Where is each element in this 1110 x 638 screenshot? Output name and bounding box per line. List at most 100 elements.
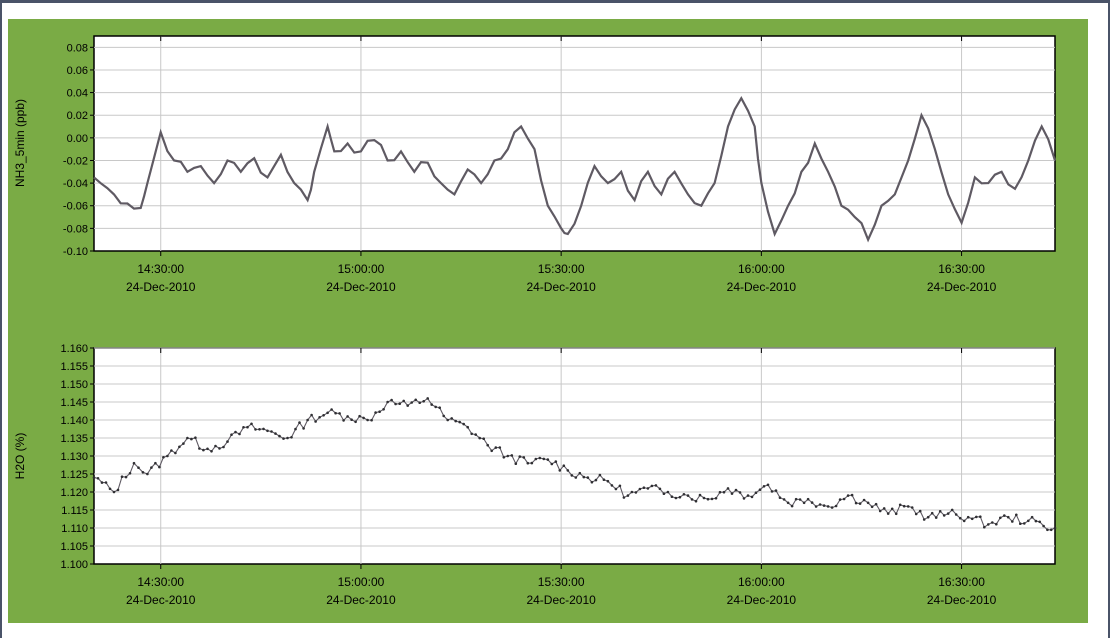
h2o-data-point: [230, 433, 233, 437]
h2o-data-point: [150, 466, 153, 469]
h2o-data-point: [830, 506, 834, 509]
h2o-data-point: [218, 447, 221, 450]
h2o-data-point: [346, 415, 349, 418]
h2o-data-point: [1049, 528, 1053, 532]
h2o-x-tick-date: 24-Dec-2010: [526, 593, 596, 607]
h2o-grid: [94, 347, 1055, 564]
h2o-data-point: [638, 487, 642, 491]
h2o-data-point: [406, 404, 410, 407]
h2o-data-point: [326, 411, 329, 415]
h2o-data-point: [570, 474, 574, 477]
h2o-data-point: [96, 477, 100, 480]
h2o-data-point: [746, 494, 750, 497]
h2o-data-point: [206, 447, 209, 451]
h2o-data-point: [714, 497, 718, 500]
h2o-data-point: [718, 490, 722, 494]
h2o-data-point: [398, 402, 402, 406]
h2o-data-point: [128, 472, 132, 475]
h2o-chart: 1.100 1.105 1.110 1.115 1.120 1.125 1.130 1.135…: [13, 343, 1057, 607]
h2o-data-point: [810, 501, 814, 504]
h2o-data-point: [137, 466, 140, 470]
nh3-y-axis-label: NH3_5min (ppb): [13, 99, 27, 187]
h2o-data-point: [790, 504, 794, 508]
nh3-x-tick-date: 24-Dec-2010: [526, 280, 596, 294]
h2o-data-point: [642, 486, 646, 490]
h2o-data-point: [290, 436, 293, 439]
h2o-data-point: [1015, 513, 1018, 517]
nh3-series-line: [93, 95, 1057, 243]
h2o-data-point: [806, 497, 810, 501]
h2o-data-point: [930, 511, 934, 515]
h2o-data-point: [722, 490, 726, 494]
nh3-y-tick-label: -0.10: [63, 246, 88, 258]
h2o-data-point: [314, 420, 317, 423]
h2o-y-tick-label: 1.105: [60, 541, 88, 553]
h2o-data-point: [1003, 514, 1006, 517]
h2o-data-point: [490, 449, 494, 453]
h2o-data-point: [470, 432, 474, 436]
nh3-y-tick-label: -0.04: [63, 178, 88, 190]
h2o-data-point: [1011, 520, 1014, 523]
h2o-data-point: [622, 496, 626, 499]
h2o-data-point: [100, 481, 104, 484]
nh3-y-tick-label: 0.08: [67, 42, 88, 54]
h2o-data-point: [246, 425, 249, 429]
h2o-data-point: [818, 503, 822, 506]
h2o-data-point: [310, 413, 313, 417]
h2o-data-point: [991, 521, 994, 524]
h2o-data-point: [558, 469, 562, 472]
h2o-data-point: [950, 508, 954, 512]
h2o-data-point: [422, 400, 426, 403]
h2o-data-point: [862, 498, 866, 502]
h2o-data-point: [786, 501, 790, 505]
h2o-data-point: [514, 462, 518, 466]
nh3-x-tick-date: 24-Dec-2010: [126, 280, 196, 294]
h2o-data-point: [394, 402, 397, 406]
h2o-data-point: [370, 418, 373, 422]
h2o-data-point: [306, 418, 309, 422]
h2o-data-point: [402, 399, 406, 403]
h2o-data-point: [674, 496, 678, 500]
nh3-y-tick-label: -0.06: [63, 201, 88, 213]
h2o-y-tick-label: 1.130: [60, 451, 88, 463]
h2o-data-point: [730, 492, 734, 495]
nh3-y-ticks: -0.10 -0.08 -0.06 -0.04 -0.02 0.00 0.02 0.04 0.0…: [63, 42, 94, 258]
h2o-data-point: [174, 451, 177, 455]
h2o-data-point: [970, 517, 974, 521]
h2o-data-point: [502, 456, 506, 459]
h2o-data-point: [182, 442, 185, 445]
h2o-data-point: [870, 505, 874, 509]
h2o-data-point: [878, 509, 882, 513]
h2o-data-point: [234, 430, 237, 434]
h2o-x-tick-date: 24-Dec-2010: [326, 593, 396, 607]
h2o-data-point: [554, 460, 558, 463]
h2o-data-point: [762, 485, 766, 488]
h2o-data-point: [938, 510, 942, 513]
h2o-data-point: [902, 504, 906, 508]
h2o-data-point: [802, 501, 806, 505]
h2o-data-point: [770, 490, 774, 493]
h2o-data-point: [794, 497, 798, 501]
h2o-data-point: [866, 501, 870, 505]
h2o-data-point: [162, 456, 165, 459]
h2o-data-point: [498, 446, 502, 449]
h2o-data-point: [594, 478, 598, 482]
h2o-data-point: [178, 445, 181, 449]
h2o-data-point: [670, 495, 674, 499]
h2o-data-point: [358, 414, 361, 418]
h2o-data-point: [494, 446, 498, 449]
h2o-data-point: [194, 436, 197, 440]
h2o-x-tick-time: 15:00:00: [338, 575, 385, 589]
h2o-data-point: [958, 516, 962, 520]
h2o-data-point: [318, 416, 321, 419]
h2o-x-tick-date: 24-Dec-2010: [927, 593, 997, 607]
h2o-data-point: [338, 412, 341, 415]
h2o-data-point: [202, 448, 205, 452]
nh3-y-tick-label: 0.00: [67, 133, 88, 145]
nh3-grid: [94, 36, 1055, 251]
h2o-data-point: [250, 422, 253, 426]
h2o-data-point: [854, 501, 858, 505]
h2o-data-point: [1027, 519, 1030, 523]
h2o-data-point: [378, 410, 381, 414]
